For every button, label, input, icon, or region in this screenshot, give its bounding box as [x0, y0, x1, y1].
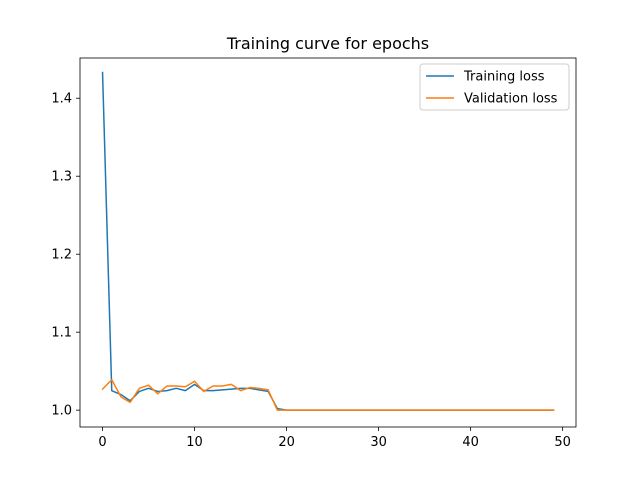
legend-label-validation-loss: Validation loss — [464, 92, 558, 107]
x-tick-label: 40 — [462, 435, 479, 450]
y-tick-label: 1.0 — [51, 404, 72, 419]
y-tick-label: 1.4 — [51, 92, 72, 107]
axes-layer: 0 10 20 30 40 50 1.0 1.1 1.2 1.3 1.4 — [51, 57, 577, 450]
series-layer — [101, 71, 555, 411]
legend: Training loss Validation loss — [419, 63, 570, 111]
x-tick-label: 10 — [186, 435, 203, 450]
x-tick-label: 50 — [554, 435, 571, 450]
y-tick-label: 1.2 — [51, 248, 72, 263]
legend-label-training-loss: Training loss — [463, 70, 545, 85]
y-tick-label: 1.3 — [51, 170, 72, 185]
y-tick-label: 1.1 — [51, 326, 72, 341]
series-line-validation-loss — [101, 378, 555, 411]
chart-title: Training curve for epochs — [226, 34, 429, 53]
x-tick-label: 20 — [278, 435, 295, 450]
x-tick-label: 0 — [98, 435, 106, 450]
legend-box — [419, 63, 570, 111]
x-tick-label: 30 — [370, 435, 387, 450]
plot-frame — [79, 57, 577, 428]
